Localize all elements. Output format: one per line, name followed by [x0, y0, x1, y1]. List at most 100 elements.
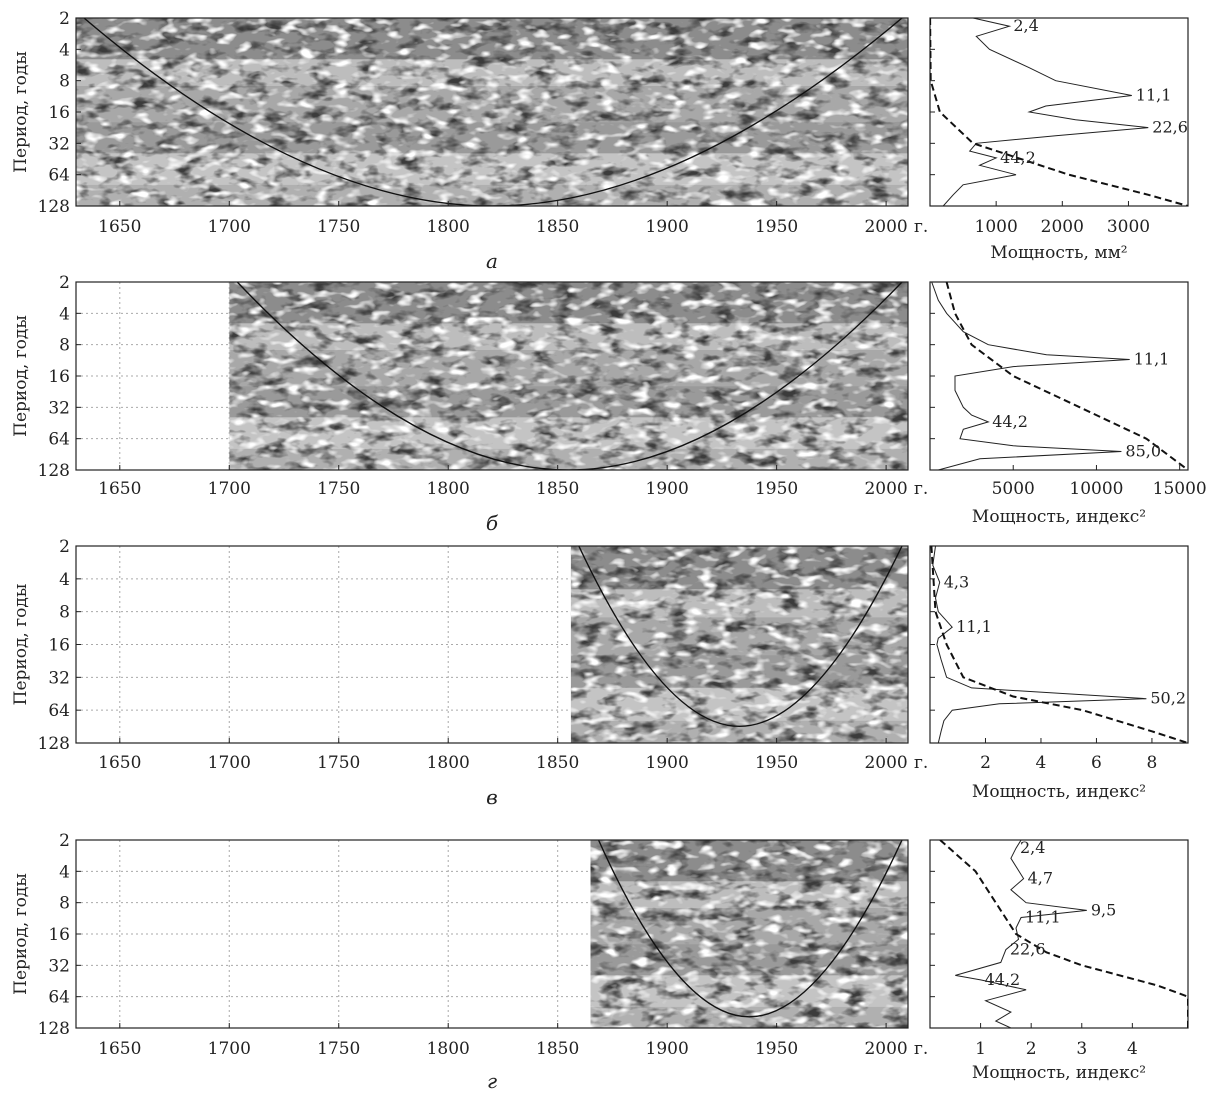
x-tick-label: 2000: [864, 1039, 907, 1059]
y-tick-label: 2: [59, 273, 70, 293]
spectrum-x-tick: 1: [975, 1039, 986, 1059]
spectrum-x-tick: 2: [980, 753, 991, 773]
spectrum-x-tick: 5000: [992, 479, 1035, 499]
global-spectrum-2: 2 4 6 8 4,3 11,1 50,2 Мощность, индекс²: [929, 545, 1189, 802]
peak-label: 11,1: [956, 617, 992, 636]
x-tick-label: 1650: [98, 753, 141, 773]
peak-label: 50,2: [1150, 689, 1186, 708]
spectrum-x-tick: 15000: [1153, 479, 1207, 499]
spectrum-x-tick: 2000: [1041, 217, 1084, 237]
peak-label: 22,6: [1010, 940, 1046, 959]
peak-label: 4,7: [1028, 869, 1053, 888]
spectrum-x-tick: 10000: [1069, 479, 1123, 499]
x-unit-label: г.: [914, 217, 928, 237]
y-tick-label: 32: [48, 134, 70, 154]
wavelet-heatmap-2: 2 4 8 16 32 64 128 1650 1700 1750 1800 1850 1900 1950…: [11, 537, 928, 773]
x-tick-label: 2000: [864, 479, 907, 499]
x-tick-label: 1700: [208, 753, 251, 773]
wavelet-field-2: [570, 546, 908, 743]
peak-label: 11,1: [1134, 349, 1170, 368]
peak-label: 44,2: [985, 970, 1021, 989]
peak-label: 9,5: [1091, 900, 1116, 919]
x-tick-label: 1650: [98, 217, 141, 237]
spectrum-line: [932, 546, 1147, 743]
spectrum-line: [931, 282, 1130, 470]
spectrum-x-tick: 4: [1036, 753, 1047, 773]
cone-of-influence: [597, 840, 903, 1018]
spectrum-x-tick: 3000: [1107, 217, 1150, 237]
x-tick-label: 2000: [864, 217, 907, 237]
panel-letter: г: [487, 1069, 497, 1093]
y-tick-label: 4: [59, 570, 70, 590]
spectrum-x-tick: 2: [1026, 1039, 1037, 1059]
x-tick-label: 1950: [755, 217, 798, 237]
peak-label: 85,0: [1125, 441, 1161, 460]
x-tick-label: 1650: [98, 479, 141, 499]
y-tick-label: 2: [59, 831, 70, 851]
cone-of-influence: [83, 18, 903, 206]
x-tick-label: 1800: [427, 753, 470, 773]
y-tick-label: 4: [59, 304, 70, 324]
y-tick-label: 16: [48, 367, 70, 387]
spectrum-x-tick: 8: [1147, 753, 1158, 773]
x-tick-label: 1650: [98, 1039, 141, 1059]
y-tick-label: 16: [48, 925, 70, 945]
x-tick-label: 1900: [646, 1039, 689, 1059]
panel-0: 2 4 8 16 32 64 128 1650 1700 1750 1800 1850 1900 1950…: [11, 9, 1189, 273]
x-tick-label: 2000: [864, 753, 907, 773]
global-spectrum-0: 1000 2000 3000 2,4 11,1 22,6 44,2 Мощность, мм²: [929, 16, 1189, 263]
x-tick-label: 1900: [646, 753, 689, 773]
spectrum-x-label: Мощность, мм²: [990, 243, 1127, 263]
wavelet-field-3: [590, 840, 908, 1028]
spectrum-x-label: Мощность, индекс²: [972, 507, 1146, 527]
global-spectrum-3: 1 2 3 4 2,4 4,7 9,5 11,1 22,6 44,2 Мощность, индек…: [929, 838, 1189, 1083]
y-tick-label: 128: [38, 1019, 70, 1039]
x-tick-label: 1750: [317, 479, 360, 499]
spectrum-x-tick: 4: [1127, 1039, 1138, 1059]
x-tick-label: 1750: [317, 217, 360, 237]
significance-line: [945, 282, 1188, 470]
y-tick-label: 8: [59, 603, 70, 623]
y-tick-label: 8: [59, 72, 70, 92]
spectrum-x-tick: 3: [1076, 1039, 1087, 1059]
y-tick-label: 128: [38, 461, 70, 481]
x-tick-label: 1750: [317, 753, 360, 773]
y-tick-label: 4: [59, 862, 70, 882]
peak-label: 11,1: [1136, 85, 1172, 104]
x-tick-label: 1800: [427, 1039, 470, 1059]
peak-label: 44,2: [992, 412, 1028, 431]
x-tick-label: 1800: [427, 217, 470, 237]
panel-letter: а: [486, 249, 498, 273]
global-spectrum-1: 5000 10000 15000 11,1 44,2 85,0 Мощность, инде…: [929, 281, 1207, 527]
peak-label: 4,3: [944, 572, 969, 591]
y-tick-label: 64: [48, 988, 70, 1008]
y-tick-label: 2: [59, 537, 70, 557]
spectrum-line: [942, 18, 1149, 206]
y-tick-label: 4: [59, 40, 70, 60]
x-tick-label: 1700: [208, 217, 251, 237]
wavelet-field-1: [229, 282, 908, 470]
x-tick-label: 1950: [755, 479, 798, 499]
panel-letter: в: [486, 785, 498, 809]
peak-label: 44,2: [1000, 148, 1036, 167]
x-tick-label: 1850: [536, 217, 579, 237]
x-tick-label: 1950: [755, 1039, 798, 1059]
panel-1: 2 4 8 16 32 64 128 1650 1700 1750 1800 1850 1900 1950…: [11, 273, 1207, 535]
x-tick-label: 1700: [208, 479, 251, 499]
y-tick-label: 8: [59, 336, 70, 356]
y-tick-label: 32: [48, 956, 70, 976]
peak-label: 11,1: [1025, 907, 1061, 926]
y-axis-label: Период, годы: [11, 584, 31, 706]
significance-line: [930, 18, 1188, 206]
y-tick-label: 16: [48, 636, 70, 656]
spectrum-x-tick: 1000: [975, 217, 1018, 237]
x-tick-label: 1950: [755, 753, 798, 773]
x-tick-label: 1850: [536, 479, 579, 499]
y-tick-label: 64: [48, 701, 70, 721]
wavelet-heatmap-1: 2 4 8 16 32 64 128 1650 1700 1750 1800 1850 1900 1950…: [11, 273, 928, 499]
y-tick-label: 8: [59, 894, 70, 914]
spectrum-line: [955, 840, 1087, 1028]
x-tick-label: 1750: [317, 1039, 360, 1059]
y-tick-label: 32: [48, 398, 70, 418]
